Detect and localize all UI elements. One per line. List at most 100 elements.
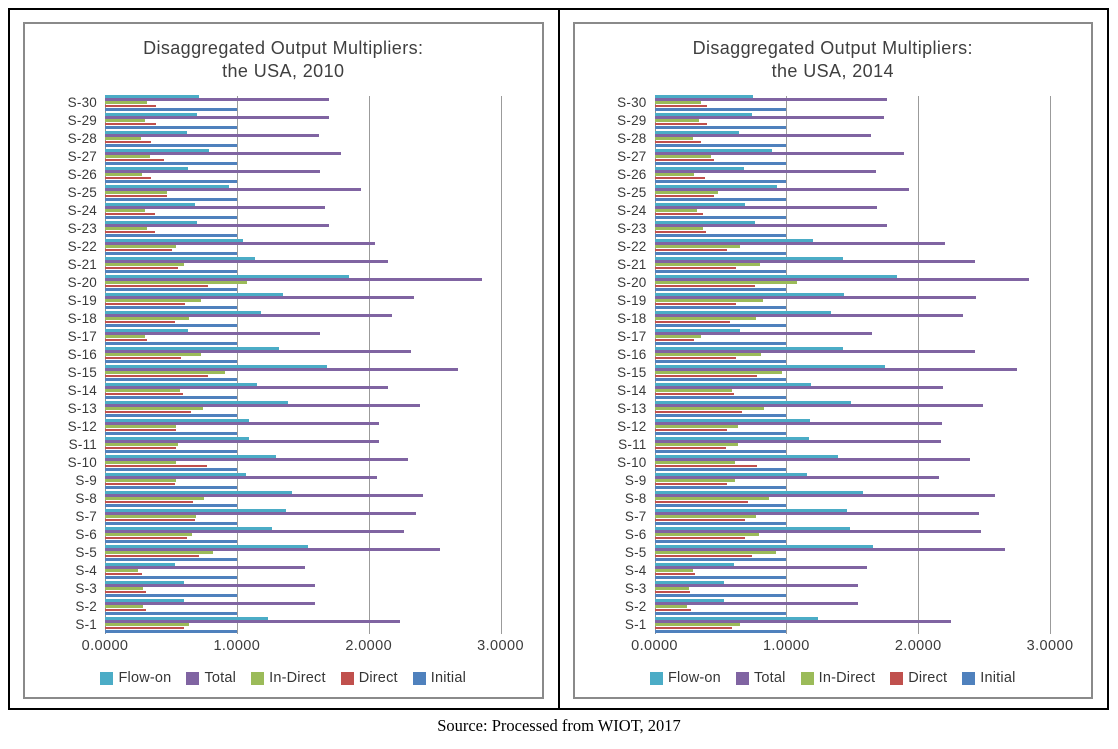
category-row-s-23: S-23 [25, 220, 542, 238]
bar-initial-s-15 [105, 377, 237, 381]
bar-group-s-8 [105, 490, 534, 508]
category-row-s-23: S-23 [575, 220, 1092, 238]
bar-group-s-25 [105, 184, 534, 202]
bar-direct-s-5 [654, 554, 753, 558]
bar-flow-on-s-29 [654, 112, 753, 116]
x-tick-label-0.0000: 0.0000 [81, 637, 129, 654]
bar-group-s-1 [105, 616, 534, 634]
bar-in-direct-s-13 [654, 407, 764, 411]
bar-in-direct-s-30 [105, 101, 148, 105]
bar-flow-on-s-6 [105, 526, 273, 530]
bar-total-s-15 [105, 368, 459, 371]
bar-flow-on-s-8 [654, 490, 863, 494]
bar-total-s-7 [105, 512, 417, 515]
category-row-s-27: S-27 [25, 148, 542, 166]
bar-flow-on-s-1 [654, 616, 818, 620]
bar-flow-on-s-20 [105, 274, 349, 278]
bar-group-s-27 [654, 148, 1084, 166]
legend-swatch-flow-on [100, 671, 114, 685]
bar-direct-s-3 [105, 590, 146, 594]
bar-flow-on-s-6 [654, 526, 850, 530]
category-label-s-7: S-7 [624, 509, 647, 525]
bar-group-s-19 [654, 292, 1084, 310]
bar-direct-s-13 [654, 410, 742, 414]
bar-in-direct-s-5 [105, 551, 214, 555]
category-row-s-2: S-2 [575, 598, 1092, 616]
bar-total-s-29 [654, 116, 884, 119]
bar-flow-on-s-2 [654, 598, 725, 602]
bar-total-s-18 [654, 314, 964, 317]
category-label-s-21: S-21 [67, 257, 97, 273]
bar-initial-s-29 [105, 125, 237, 129]
legend-swatch-flow-on [649, 671, 663, 685]
bar-total-s-6 [654, 530, 982, 533]
category-label-s-17: S-17 [67, 329, 97, 345]
gridline-3.0000 [1050, 95, 1052, 634]
bar-in-direct-s-27 [654, 155, 712, 159]
bar-flow-on-s-29 [105, 112, 198, 116]
category-label-s-25: S-25 [67, 185, 97, 201]
bar-initial-s-10 [105, 467, 237, 471]
bar-total-s-23 [105, 224, 330, 227]
category-label-s-25: S-25 [617, 185, 647, 201]
x-axis-2010: 0.0000 1.0000 2.0000 3.0000 [82, 634, 534, 660]
bar-flow-on-s-16 [654, 346, 844, 350]
bar-direct-s-12 [654, 428, 727, 432]
bar-initial-s-22 [105, 251, 237, 255]
bar-group-s-21 [105, 256, 534, 274]
bar-flow-on-s-24 [654, 202, 746, 206]
legend-swatch-direct [890, 671, 904, 685]
bar-in-direct-s-16 [654, 353, 762, 357]
category-label-s-18: S-18 [67, 311, 97, 327]
bar-total-s-29 [105, 116, 330, 119]
bar-in-direct-s-16 [105, 353, 202, 357]
bar-total-s-14 [105, 386, 389, 389]
bar-group-s-14 [105, 382, 534, 400]
x-axis-2014: 0.0000 1.0000 2.0000 3.0000 [631, 634, 1084, 660]
category-label-s-15: S-15 [67, 365, 97, 381]
bar-initial-s-12 [654, 431, 787, 435]
category-row-s-25: S-25 [575, 184, 1092, 202]
bar-in-direct-s-8 [105, 497, 204, 501]
category-label-s-3: S-3 [75, 581, 97, 597]
category-label-s-19: S-19 [617, 293, 647, 309]
bar-flow-on-s-23 [654, 220, 755, 224]
bar-group-s-18 [654, 310, 1084, 328]
bar-total-s-5 [654, 548, 1006, 551]
category-label-s-22: S-22 [617, 239, 647, 255]
bar-total-s-6 [105, 530, 405, 533]
bar-flow-on-s-15 [654, 364, 886, 368]
category-label-s-2: S-2 [624, 599, 647, 615]
category-row-s-30: S-30 [575, 94, 1092, 112]
bar-total-s-9 [654, 476, 940, 479]
bar-direct-s-21 [105, 266, 178, 270]
bar-flow-on-s-26 [105, 166, 189, 170]
category-row-s-22: S-22 [575, 238, 1092, 256]
category-label-s-8: S-8 [624, 491, 647, 507]
legend-item-initial: Initial [412, 670, 466, 686]
bar-total-s-17 [654, 332, 873, 335]
category-row-s-16: S-16 [25, 346, 542, 364]
bar-in-direct-s-15 [654, 371, 783, 375]
category-row-s-8: S-8 [575, 490, 1092, 508]
bar-in-direct-s-27 [105, 155, 150, 159]
category-row-s-24: S-24 [25, 202, 542, 220]
bar-direct-s-27 [105, 158, 165, 162]
bar-flow-on-s-9 [105, 472, 247, 476]
bar-initial-s-26 [105, 179, 237, 183]
bar-direct-s-11 [105, 446, 177, 450]
bar-flow-on-s-25 [654, 184, 778, 188]
bar-in-direct-s-2 [105, 605, 144, 609]
bar-direct-s-13 [105, 410, 191, 414]
bar-direct-s-19 [105, 302, 186, 306]
bar-in-direct-s-7 [654, 515, 757, 519]
category-row-s-6: S-6 [575, 526, 1092, 544]
bar-total-s-11 [654, 440, 941, 443]
legend-swatch-initial [412, 671, 426, 685]
bar-flow-on-s-17 [105, 328, 189, 332]
x-tick-label-1.0000: 1.0000 [213, 637, 261, 654]
legend-label-direct: Direct [908, 670, 948, 687]
category-label-s-28: S-28 [67, 131, 97, 147]
gridline-2.0000 [368, 95, 370, 634]
bar-direct-s-6 [105, 536, 187, 540]
